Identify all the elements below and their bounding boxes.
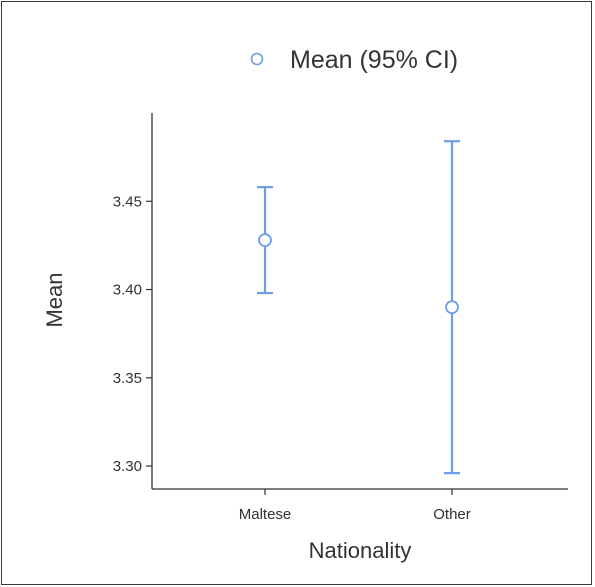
mean-point: [258, 233, 272, 247]
data-marks: [257, 140, 460, 475]
legend-marker-icon: [250, 52, 264, 66]
y-tick-label: 3.45: [113, 193, 142, 210]
x-ticks: Maltese Other: [239, 489, 471, 523]
x-tick-label: Maltese: [239, 506, 292, 523]
y-ticks: 3.30 3.35 3.40 3.45: [113, 193, 152, 475]
y-tick-label: 3.30: [113, 458, 142, 475]
x-axis-title: Nationality: [309, 538, 412, 563]
y-axis-title: Mean: [42, 272, 67, 327]
legend-label: Mean (95% CI): [290, 46, 458, 74]
y-tick-label: 3.40: [113, 282, 142, 299]
y-tick-label: 3.35: [113, 370, 142, 387]
mean-point: [445, 300, 459, 315]
x-tick-label: Other: [433, 506, 471, 523]
legend: Mean (95% CI): [250, 46, 458, 74]
